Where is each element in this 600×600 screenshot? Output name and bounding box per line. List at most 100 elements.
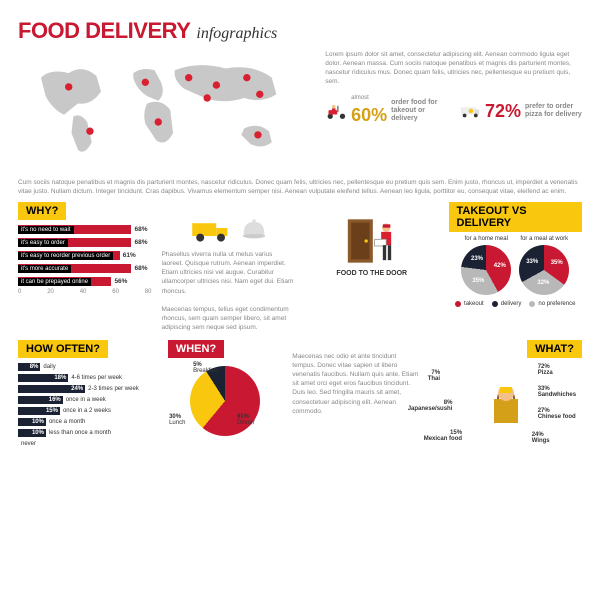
vs-pie-chart: 35%32%33% xyxy=(519,245,569,295)
why-bar-label: it's easy to order xyxy=(18,239,68,247)
stat-value-0: 60% xyxy=(351,105,387,125)
when-slice-label: 30%Lunch xyxy=(169,414,181,420)
legend-item: takeout xyxy=(455,301,484,307)
how-bar-fill: 18% xyxy=(18,374,68,382)
how-bar-row: 0%never xyxy=(18,439,158,449)
how-bar-fill: 15% xyxy=(18,407,60,415)
how-bar-row: 15%once in a 2 weeks xyxy=(18,406,158,416)
stat-prefix-0: almost xyxy=(351,94,387,102)
how-bar-fill: 16% xyxy=(18,396,63,404)
what-item: 72%Pizza xyxy=(538,364,553,376)
how-bar-label: daily xyxy=(43,364,55,370)
why-heading: WHY? xyxy=(18,202,66,220)
vs-pie: for a home meal 42%35%23% xyxy=(461,236,511,295)
how-bar-fill: 10% xyxy=(18,418,46,426)
when-section: WHEN? 61%Dinner30%Lunch5%Breakfast xyxy=(168,340,282,456)
how-heading: HOW OFTEN? xyxy=(18,340,108,358)
why-bar-row: it can be prepayed online 56% xyxy=(18,276,152,287)
vs-legend: takeout delivery no preference xyxy=(449,301,583,307)
bottom-row: HOW OFTEN? 8%daily18%4-6 times per week2… xyxy=(18,340,582,456)
what-section: WHAT? 7%Thai8%Japanese/sushi15%Mexican f… xyxy=(429,340,582,456)
title-area: FOOD DELIVERY infographics xyxy=(18,18,582,44)
why-bar-label: it's more accurate xyxy=(18,265,71,273)
how-bar-row: 16%once in a week xyxy=(18,395,158,405)
stat-label-1: prefer to order pizza for delivery xyxy=(525,103,582,120)
subtitle: infographics xyxy=(196,25,277,43)
how-bar-label: never xyxy=(21,441,36,447)
how-section: HOW OFTEN? 8%daily18%4-6 times per week2… xyxy=(18,340,158,456)
stat-van: 72% prefer to order pizza for delivery xyxy=(459,95,582,127)
why-section: WHY? it's no need to wait 68%it's easy t… xyxy=(18,202,152,332)
stat-scooter: almost 60% order food for takeout or del… xyxy=(325,94,448,128)
how-bar-chart: 8%daily18%4-6 times per week24%2-3 times… xyxy=(18,362,158,449)
why-bar-value: 61% xyxy=(123,252,136,259)
door-section: FOOD TO THE DOOR xyxy=(305,202,439,332)
body-text-1: Cum sociis natoque penatibus et magnis d… xyxy=(18,178,582,196)
why-bar-row: it's easy to order 68% xyxy=(18,237,152,248)
vs-pies: for a home meal42%35%23%for a meal at wo… xyxy=(449,236,583,295)
stats-row: almost 60% order food for takeout or del… xyxy=(325,94,582,128)
mid-row: WHY? it's no need to wait 68%it's easy t… xyxy=(18,202,582,332)
when-slice-label: 61%Dinner xyxy=(237,414,249,420)
why-axis: 020406080 xyxy=(18,289,152,295)
what-item: 8%Japanese/sushi xyxy=(408,400,453,412)
how-bar-label: once a month xyxy=(49,419,85,425)
how-bar-fill: 8% xyxy=(18,363,40,371)
why-bar-chart: it's no need to wait 68%it's easy to ord… xyxy=(18,224,152,287)
world-map-icon xyxy=(18,50,313,170)
what-item: 27%Chinese food xyxy=(538,408,576,420)
intro-text: Lorem ipsum dolor sit amet, consectetur … xyxy=(325,50,582,86)
van-icon xyxy=(459,95,481,127)
how-bar-row: 18%4-6 times per week xyxy=(18,373,158,383)
how-bar-label: less than once a month xyxy=(49,430,111,436)
how-bar-row: 10%once a month xyxy=(18,417,158,427)
what-text: Maecenas nec odio et ante tincidunt temp… xyxy=(292,352,419,416)
why-bar-row: it's easy to reorder previous order 61% xyxy=(18,250,152,261)
what-text-column: Maecenas nec odio et ante tincidunt temp… xyxy=(292,340,419,456)
how-bar-row: 24%2-3 times per week xyxy=(18,384,158,394)
why-bar-value: 56% xyxy=(114,278,127,285)
what-item: 24%Wings xyxy=(532,432,550,444)
how-bar-fill: 24% xyxy=(18,385,85,393)
how-bar-label: 2-3 times per week xyxy=(88,386,139,392)
why-bar-row: it's no need to wait 68% xyxy=(18,224,152,235)
what-diagram: 7%Thai8%Japanese/sushi15%Mexican food72%… xyxy=(446,362,566,452)
what-item: 33%Sandwhiches xyxy=(538,386,576,398)
vs-pie-title: for a home meal xyxy=(461,236,511,242)
what-item: 7%Thai xyxy=(428,370,440,382)
intro-column: Lorem ipsum dolor sit amet, consectetur … xyxy=(325,50,582,172)
vs-heading: TAKEOUT VS DELIVERY xyxy=(449,202,583,232)
infographic-page: FOOD DELIVERY infographics xyxy=(0,0,600,600)
mid-text: Phasellus viverra nulla ut metus varius … xyxy=(162,250,296,332)
vs-pie-chart: 42%35%23% xyxy=(461,245,511,295)
why-bar-value: 68% xyxy=(134,239,147,246)
vs-section: TAKEOUT VS DELIVERY for a home meal 42%35… xyxy=(449,202,583,332)
world-map-column xyxy=(18,50,313,172)
why-bar-row: it's more accurate 68% xyxy=(18,263,152,274)
why-bar-label: it's easy to reorder previous order xyxy=(18,252,113,260)
vs-pie-title: for a meal at work xyxy=(519,236,569,242)
stat-label-0: order food for takeout or delivery xyxy=(391,99,448,124)
what-item: 15%Mexican food xyxy=(424,430,462,442)
why-bar-value: 68% xyxy=(134,265,147,272)
how-bar-label: once in a week xyxy=(66,397,106,403)
main-title: FOOD DELIVERY xyxy=(18,18,190,44)
when-pie-labels: 61%Dinner30%Lunch5%Breakfast xyxy=(175,366,275,456)
top-row: Lorem ipsum dolor sit amet, consectetur … xyxy=(18,50,582,172)
how-bar-row: 8%daily xyxy=(18,362,158,372)
what-heading: WHAT? xyxy=(527,340,582,358)
when-slice-label: 5%Breakfast xyxy=(193,362,202,368)
legend-item: delivery xyxy=(492,301,522,307)
how-bar-row: 10%less than once a month xyxy=(18,428,158,438)
how-bar-label: once in a 2 weeks xyxy=(63,408,111,414)
vs-pie: for a meal at work 35%32%33% xyxy=(519,236,569,295)
how-bar-label: 4-6 times per week xyxy=(71,375,122,381)
why-bar-label: it's no need to wait xyxy=(18,226,74,234)
door-delivery-icon xyxy=(342,216,402,266)
bag-icon xyxy=(486,387,526,427)
door-caption: FOOD TO THE DOOR xyxy=(305,270,439,277)
mid-text-column: Phasellus viverra nulla ut metus varius … xyxy=(162,202,296,332)
legend-item: no preference xyxy=(529,301,575,307)
how-bar-fill: 10% xyxy=(18,429,46,437)
why-bar-label: it can be prepayed online xyxy=(18,278,91,286)
